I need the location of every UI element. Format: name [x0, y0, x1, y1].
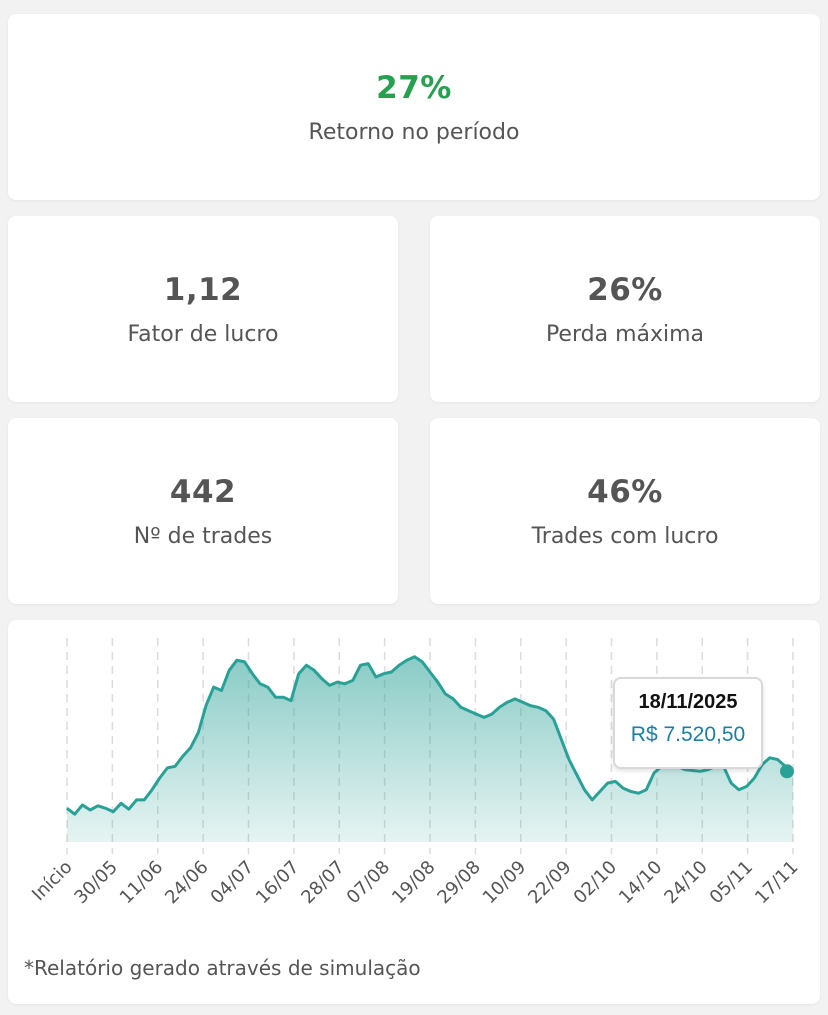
return-label: Retorno no período [308, 119, 520, 145]
x-tick-label: Início [28, 857, 77, 906]
trade-count-label: Nº de trades [133, 523, 273, 549]
return-card: 27% Retorno no período [8, 14, 820, 200]
tooltip-date: 18/11/2025 [638, 691, 738, 713]
max-drawdown-label: Perda máxima [545, 321, 705, 347]
equity-area [67, 656, 793, 842]
trade-count-card: 442 Nº de trades [8, 418, 398, 604]
tooltip-value: R$ 7.520,50 [630, 723, 746, 746]
x-tick-label: 14/10 [615, 857, 667, 909]
winning-trades-card: 46% Trades com lucro [430, 418, 820, 604]
x-tick-label: 16/07 [252, 857, 304, 909]
return-value: 27% [376, 69, 452, 106]
x-tick-label: 11/06 [116, 857, 168, 909]
profit-factor-label: Fator de lucro [127, 321, 279, 347]
x-tick-label: 07/08 [343, 857, 395, 909]
x-tick-label: 04/07 [207, 857, 259, 909]
x-tick-label: 28/07 [297, 857, 349, 909]
x-tick-label: 29/08 [433, 857, 485, 909]
x-tick-label: 30/05 [70, 857, 122, 909]
winning-trades-value: 46% [587, 473, 663, 510]
x-tick-label: 17/11 [751, 857, 803, 909]
profit-factor-value: 1,12 [163, 271, 243, 308]
x-tick-label: 10/09 [479, 857, 531, 909]
x-tick-label: 02/10 [570, 857, 622, 909]
max-drawdown-card: 26% Perda máxima [430, 216, 820, 402]
winning-trades-label: Trades com lucro [531, 523, 719, 549]
equity-chart[interactable]: Início30/0511/0624/0604/0716/0728/0707/0… [8, 620, 820, 950]
x-tick-label: 19/08 [388, 857, 440, 909]
profit-factor-card: 1,12 Fator de lucro [8, 216, 398, 402]
equity-chart-card: Início 30/05 11/06 24/06 04/07 16/07 28/07 07/0… [8, 620, 820, 1004]
simulation-footnote: *Relatório gerado através de simulação [24, 956, 421, 980]
x-tick-label: 24/10 [660, 857, 712, 909]
x-tick-label: 22/09 [524, 857, 576, 909]
x-tick-label: 05/11 [706, 857, 758, 909]
trade-count-value: 442 [169, 473, 237, 510]
last-point-marker [780, 764, 794, 779]
max-drawdown-value: 26% [587, 271, 663, 308]
x-tick-label: 24/06 [161, 857, 213, 909]
chart-tooltip: 18/11/2025 R$ 7.520,50 [613, 677, 763, 769]
